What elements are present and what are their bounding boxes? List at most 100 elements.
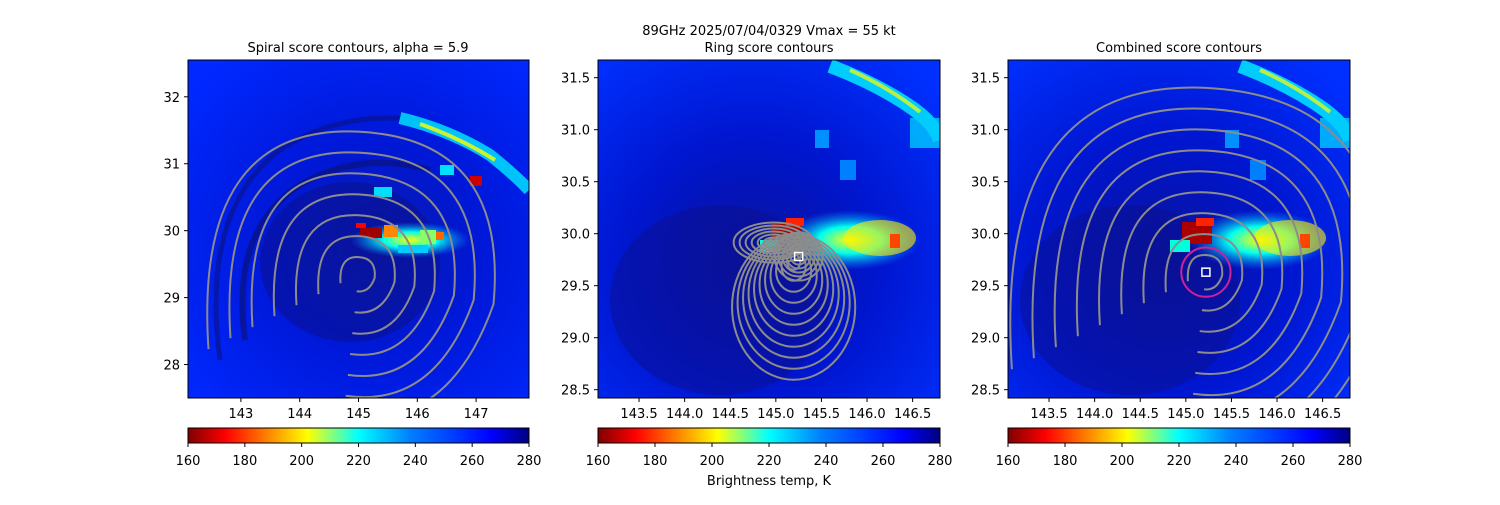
colorbar-combined: 160 180 200 220 240 260 280 xyxy=(996,427,1363,469)
y-tick-label: 30.0 xyxy=(971,228,1000,243)
figure-suptitle: 89GHz 2025/07/04/0329 Vmax = 55 kt xyxy=(642,24,896,39)
contour-line xyxy=(731,233,857,381)
x-tick-label: 146.0 xyxy=(1258,407,1295,422)
y-tick-label: 30.5 xyxy=(561,176,590,191)
colorbar-tick-label: 260 xyxy=(871,454,896,469)
y-tick-label: 28.5 xyxy=(561,384,590,399)
contour-line xyxy=(1142,212,1264,333)
colorbar-tick-label: 280 xyxy=(928,454,953,469)
x-tick-label: 143.5 xyxy=(620,407,657,422)
y-tick-label: 31.0 xyxy=(561,124,590,139)
contour-line xyxy=(758,243,829,326)
colorbar-tick-label: 160 xyxy=(176,454,201,469)
contour-line xyxy=(785,243,812,270)
colorbar-gradient xyxy=(597,427,941,444)
colorbar-ring: 160 180 200 220 240 260 280 Brightness temp, K xyxy=(586,427,953,489)
contour-line xyxy=(228,151,476,398)
x-tick-label: 147 xyxy=(464,407,489,422)
x-tick-label: 144.0 xyxy=(666,407,703,422)
center-marker xyxy=(793,251,804,262)
contour-line xyxy=(1098,170,1304,375)
colorbar-tick-label: 200 xyxy=(289,454,314,469)
y-tick-label: 29.5 xyxy=(971,280,1000,295)
contour-line xyxy=(1164,233,1244,312)
contour-line xyxy=(1186,254,1224,291)
contour-line xyxy=(738,224,809,261)
colorbar-tick-label: 200 xyxy=(700,454,725,469)
y-tick-label: 29.0 xyxy=(561,332,590,347)
x-tick-label: 144.5 xyxy=(1122,407,1159,422)
x-tick-label: 146.5 xyxy=(1304,407,1341,422)
panel-title: Spiral score contours, alpha = 5.9 xyxy=(247,41,468,56)
x-tick-label: 143.5 xyxy=(1030,407,1067,422)
colorbar-label: Brightness temp, K xyxy=(707,474,832,489)
contour-line xyxy=(744,227,803,258)
colorbar-tick-label: 160 xyxy=(996,454,1021,469)
panel-title: Ring score contours xyxy=(704,41,833,56)
contour-line xyxy=(736,235,851,370)
colorbar-tick-label: 240 xyxy=(1224,454,1249,469)
y-tick-label: 28.5 xyxy=(971,384,1000,399)
colorbar-spiral: 160 180 200 220 240 260 280 xyxy=(176,427,542,469)
contour-line xyxy=(1075,149,1324,396)
colorbar-tick-label: 220 xyxy=(757,454,782,469)
colorbar-tick-label: 200 xyxy=(1110,454,1135,469)
y-tick-label: 30 xyxy=(163,225,180,240)
contour-line xyxy=(339,256,376,293)
x-tick-label: 145 xyxy=(346,407,371,422)
contour-line xyxy=(250,172,456,377)
contour-line xyxy=(762,236,785,249)
axes-frame xyxy=(1007,59,1351,399)
y-tick-label: 29.0 xyxy=(971,332,1000,347)
x-tick-label: 144.0 xyxy=(1076,407,1113,422)
x-tick-label: 145.5 xyxy=(803,407,840,422)
colorbar-tick-label: 260 xyxy=(1281,454,1306,469)
colorbar-tick-label: 240 xyxy=(403,454,428,469)
y-tick-label: 28 xyxy=(163,359,180,374)
axes-frame xyxy=(597,59,941,399)
contour-line xyxy=(1031,107,1350,398)
panel-combined: Combined score contours 143.5 144.0 144.5 1… xyxy=(971,41,1351,422)
contour-line xyxy=(317,235,396,314)
contour-line xyxy=(1120,191,1284,354)
contour-line xyxy=(756,233,791,252)
heatmap-image xyxy=(1008,60,1350,398)
contour-line xyxy=(732,221,815,264)
contour-line xyxy=(1009,86,1350,398)
contour-line xyxy=(750,230,797,255)
y-tick-label: 31.0 xyxy=(971,124,1000,139)
x-tick-label: 146 xyxy=(405,407,430,422)
x-tick-label: 144.5 xyxy=(712,407,749,422)
colorbar-tick-label: 220 xyxy=(346,454,371,469)
colorbar-tick-label: 180 xyxy=(1053,454,1078,469)
contour-line xyxy=(272,193,436,356)
y-tick-label: 32 xyxy=(163,91,180,106)
colorbar-tick-label: 220 xyxy=(1167,454,1192,469)
contour-line xyxy=(294,214,416,335)
x-tick-label: 145.0 xyxy=(1167,407,1204,422)
ring-circle xyxy=(1180,246,1232,298)
colorbar-tick-label: 240 xyxy=(814,454,839,469)
y-tick-label: 31 xyxy=(163,158,180,173)
y-tick-label: 29.5 xyxy=(561,280,590,295)
contour-line xyxy=(206,130,496,398)
x-tick-label: 145.5 xyxy=(1213,407,1250,422)
panel-spiral: Spiral score contours, alpha = 5.9 143 14… xyxy=(163,41,530,422)
colorbar-tick-label: 160 xyxy=(586,454,611,469)
contour-line xyxy=(747,239,840,348)
y-tick-label: 30.5 xyxy=(971,176,1000,191)
panel-ring: Ring score contours 143.5 144.0 144.5 145.0… xyxy=(561,41,941,422)
y-tick-label: 31.5 xyxy=(971,72,1000,87)
colorbar-tick-label: 180 xyxy=(232,454,257,469)
x-tick-label: 143 xyxy=(228,407,253,422)
x-tick-label: 144 xyxy=(287,407,312,422)
y-tick-label: 31.5 xyxy=(561,72,590,87)
heatmap-image xyxy=(598,60,940,398)
colorbar-tick-label: 280 xyxy=(1338,454,1363,469)
colorbar-gradient xyxy=(187,427,530,444)
contour-line xyxy=(1053,128,1344,398)
colorbar-tick-label: 180 xyxy=(643,454,668,469)
center-marker xyxy=(1201,267,1211,277)
colorbar-tick-label: 280 xyxy=(517,454,542,469)
